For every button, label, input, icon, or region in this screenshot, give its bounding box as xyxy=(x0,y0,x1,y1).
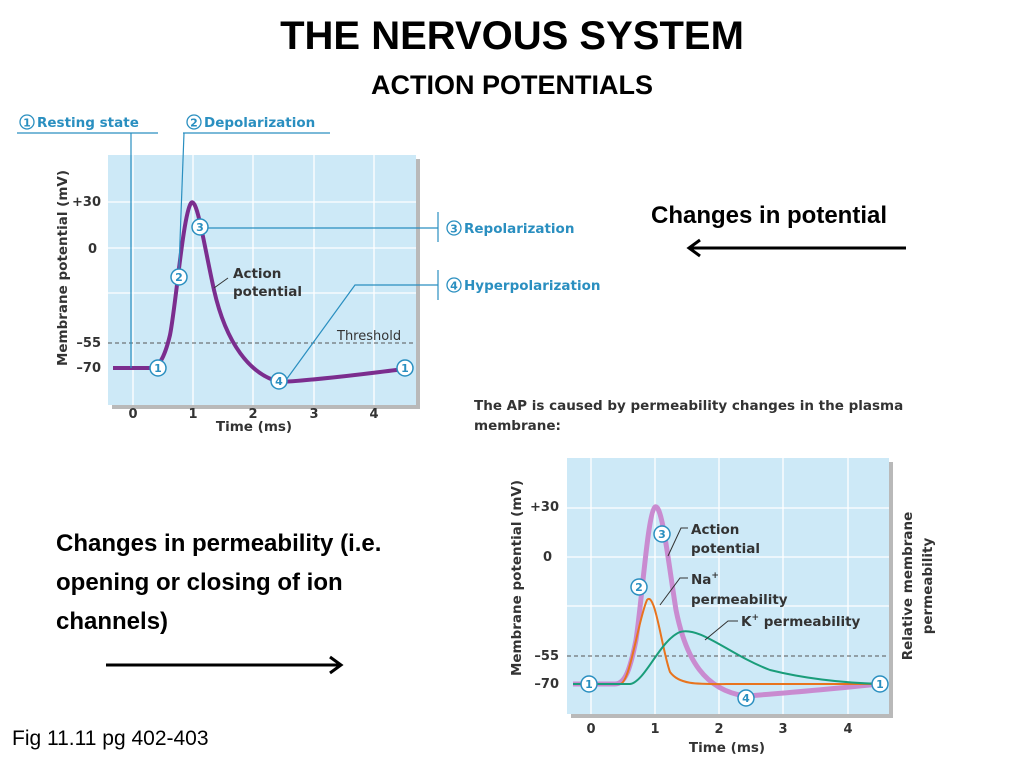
fig1-shadow xyxy=(416,159,420,409)
fig2-na-label-sup: + xyxy=(711,571,719,581)
slide-title: THE NERVOUS SYSTEM xyxy=(280,14,744,58)
fig1-y-tick-plus30: +30 xyxy=(72,195,101,210)
fig2-caption: The AP is caused by permeability changes… xyxy=(474,398,904,434)
fig2-y-tick-0: 0 xyxy=(543,550,552,565)
fig1-y-ticks: +30 0 –55 –70 xyxy=(72,195,101,376)
fig2-grid xyxy=(567,458,889,714)
fig2-marker-4: 4 xyxy=(742,692,750,705)
fig1-stage-4-number: 4 xyxy=(450,280,458,293)
fig2-x-tick-0: 0 xyxy=(586,722,595,737)
note-changes-in-potential: Changes in potential xyxy=(651,202,888,229)
fig2-marker-1-end: 1 xyxy=(876,678,884,691)
fig1-grid xyxy=(108,155,416,405)
fig1-x-tick-1: 1 xyxy=(188,407,197,422)
fig2-k-label-symbol: K xyxy=(741,614,752,630)
fig1-x-tick-4: 4 xyxy=(369,407,378,422)
fig1-stage-1-number: 1 xyxy=(23,117,31,130)
fig1-y-tick-minus70: –70 xyxy=(76,361,101,376)
fig1-callout-lines xyxy=(17,132,439,381)
fig1-x-tick-2: 2 xyxy=(248,407,257,422)
fig1-y-axis-label: Membrane potential (mV) xyxy=(55,170,71,366)
fig2-y-tick-minus70: –70 xyxy=(534,677,559,692)
fig2-x-tick-4: 4 xyxy=(843,722,852,737)
fig1-threshold-label: Threshold xyxy=(336,329,401,344)
fig1-marker-4: 4 xyxy=(275,375,283,388)
fig2-k-label: K+ permeability xyxy=(741,613,861,630)
fig2-y2-axis-label-line2: permeability xyxy=(920,537,936,634)
fig2-y2-axis-label-line1: Relative membrane xyxy=(900,512,916,661)
figure-action-potential: Threshold Action potential 1 Resting sta… xyxy=(17,114,600,435)
fig2-na-label-line2: permeability xyxy=(691,592,788,608)
fig1-y-tick-minus55: –55 xyxy=(76,336,101,351)
fig1-stage-2-header: 2 Depolarization xyxy=(186,114,315,131)
fig2-x-tick-2: 2 xyxy=(714,722,723,737)
fig1-curve-markers: 1 2 3 4 1 xyxy=(149,218,414,390)
note-changes-in-permeability: Changes in permeability (i.e. opening or… xyxy=(56,530,382,635)
fig2-y-tick-plus30: +30 xyxy=(530,500,559,515)
fig2-x-tick-3: 3 xyxy=(778,722,787,737)
fig2-curve-markers: 1 2 3 4 1 xyxy=(580,525,889,707)
fig1-marker-3: 3 xyxy=(196,221,204,234)
fig2-k-label-rest: permeability xyxy=(759,614,861,630)
fig2-ap-label-line1: Action xyxy=(691,522,739,538)
fig1-x-ticks: 0 1 2 3 4 xyxy=(128,407,378,422)
fig2-marker-1-start: 1 xyxy=(585,678,593,691)
fig1-stage-1-label: Resting state xyxy=(37,115,139,131)
fig2-na-label-line1: Na+ xyxy=(691,571,719,588)
figure-permeability-changes: Action potential Na+ permeability K+ per… xyxy=(509,458,936,756)
fig1-marker-1-end: 1 xyxy=(401,362,409,375)
fig2-plot-area xyxy=(567,458,889,714)
fig1-x-tick-0: 0 xyxy=(128,407,137,422)
fig2-y-ticks: +30 0 –55 –70 xyxy=(530,500,559,692)
fig1-curve-label-line2: potential xyxy=(233,284,302,300)
fig1-stage-2-label: Depolarization xyxy=(204,115,315,131)
arrow-right xyxy=(106,655,344,675)
fig2-x-tick-1: 1 xyxy=(650,722,659,737)
fig1-x-axis-label: Time (ms) xyxy=(216,419,292,435)
fig2-x-ticks: 0 1 2 3 4 xyxy=(586,722,852,737)
fig2-y-tick-minus55: –55 xyxy=(534,649,559,664)
fig1-stage-3-number: 3 xyxy=(450,223,458,236)
fig2-ap-label-line2: potential xyxy=(691,541,760,557)
fig1-stage-4-header: 4 Hyperpolarization xyxy=(446,277,600,294)
fig1-stage-1-header: 1 Resting state xyxy=(19,114,139,131)
fig1-action-potential-curve xyxy=(113,200,406,385)
fig1-stage-2-number: 2 xyxy=(190,117,198,130)
fig1-stage-4-label: Hyperpolarization xyxy=(464,278,600,294)
fig2-na-permeability-curve xyxy=(573,597,880,686)
fig2-na-label-symbol: Na xyxy=(691,572,711,588)
fig1-marker-2: 2 xyxy=(175,271,183,284)
fig2-marker-2: 2 xyxy=(635,581,643,594)
fig2-k-label-sup: + xyxy=(751,613,759,623)
fig1-y-tick-0: 0 xyxy=(88,242,97,257)
fig1-stage-3-label: Repolarization xyxy=(464,221,574,237)
fig2-marker-3: 3 xyxy=(658,528,666,541)
fig2-y-axis-label: Membrane potential (mV) xyxy=(509,480,525,676)
fig1-x-tick-3: 3 xyxy=(309,407,318,422)
fig1-curve-label-line1: Action xyxy=(233,266,281,282)
fig2-k-permeability-curve xyxy=(573,630,881,685)
arrow-left xyxy=(686,238,906,258)
figure-reference-caption: Fig 11.11 pg 402-403 xyxy=(12,727,209,750)
fig1-stage-3-header: 3 Repolarization xyxy=(446,220,574,237)
slide-subtitle: ACTION POTENTIALS xyxy=(371,70,653,100)
fig1-marker-1-start: 1 xyxy=(154,362,162,375)
fig2-x-axis-label: Time (ms) xyxy=(689,740,765,756)
